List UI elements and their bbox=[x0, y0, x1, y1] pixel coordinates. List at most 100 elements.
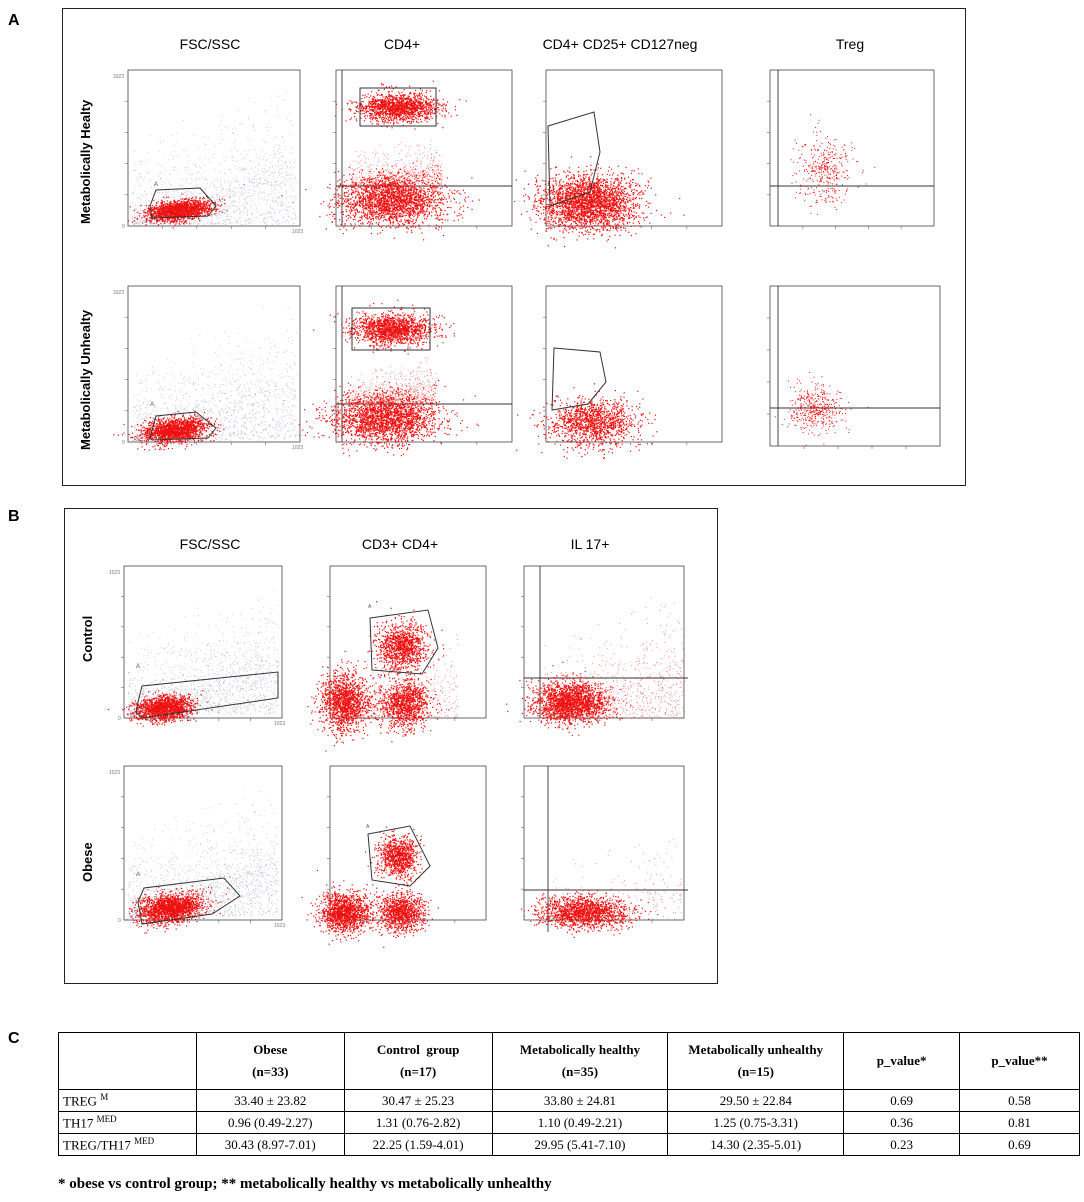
plot-frame bbox=[123, 565, 283, 719]
panel-b-col-cd3cd4: CD3+ CD4+ bbox=[320, 536, 480, 552]
stats-header-control: Control group (n=17) bbox=[343, 1032, 493, 1090]
gate-label: A bbox=[150, 402, 154, 408]
gate-polygon bbox=[149, 411, 217, 441]
panel-a-unhealthy-treg-plot bbox=[754, 282, 948, 458]
panel-a-unhealthy-fsc-plot: 1023 0 1023 A bbox=[112, 282, 308, 454]
event-cloud bbox=[335, 80, 467, 130]
stats-header-healthy: Metabolically healthy (n=35) bbox=[491, 1032, 669, 1090]
sparse-events bbox=[350, 357, 437, 405]
panel-b-control-fsc-plot: 1023 0 1023 A bbox=[107, 562, 290, 730]
stats-header-obese: Obese (n=33) bbox=[195, 1032, 345, 1090]
axis-zero-label: 0 bbox=[122, 224, 125, 230]
gate-polygon bbox=[367, 825, 431, 887]
table-cell: 0.69 bbox=[959, 1133, 1080, 1156]
axis-max-label: 1023 bbox=[113, 290, 124, 296]
panel-a-healthy-treg-plot bbox=[754, 66, 942, 238]
gate-polygon bbox=[149, 187, 217, 219]
table-cell: 0.96 (0.49-2.27) bbox=[195, 1111, 345, 1134]
panel-b-row-obese: Obese bbox=[80, 842, 95, 882]
table-cell: 0.69 bbox=[843, 1089, 961, 1112]
sparse-events bbox=[128, 789, 279, 917]
panel-b-control-il17-plot bbox=[506, 562, 692, 736]
stats-table: Obese (n=33) Control group (n=17) Metaboli… bbox=[58, 1032, 1080, 1156]
event-cloud bbox=[127, 193, 228, 229]
gate-polygon bbox=[547, 111, 601, 207]
gate-rect bbox=[351, 307, 431, 351]
axis-zero-label: 0 bbox=[118, 716, 121, 722]
table-footnote: * obese vs control group; ** metabolical… bbox=[58, 1176, 552, 1193]
panel-b-obese-il17-plot bbox=[512, 762, 692, 938]
panel-a-col-cd4: CD4+ bbox=[322, 36, 482, 52]
plot-frame bbox=[769, 69, 935, 227]
plot-frame bbox=[523, 565, 685, 719]
plot-frame bbox=[123, 765, 283, 921]
table-cell: 29.95 (5.41-7.10) bbox=[491, 1133, 669, 1156]
panel-a-row-healthy: Metabolically Healty bbox=[78, 100, 93, 224]
table-cell: 33.40 ± 23.82 bbox=[195, 1089, 345, 1112]
sparse-events bbox=[350, 140, 443, 187]
table-cell: 0.23 bbox=[843, 1133, 961, 1156]
table-cell: 0.36 bbox=[843, 1111, 961, 1134]
row-label-treg-th17: TREG/TH17 MED bbox=[58, 1133, 197, 1156]
plot-frame bbox=[127, 285, 301, 443]
axis-max-label: 1023 bbox=[109, 770, 120, 776]
panel-b-frame bbox=[64, 508, 718, 984]
event-cloud bbox=[365, 826, 425, 889]
gate-label: A bbox=[154, 182, 158, 188]
table-row: TH17 MED 0.96 (0.49-2.27) 1.31 (0.76-2.8… bbox=[58, 1111, 1080, 1134]
table-row: TREG M 33.40 ± 23.82 30.47 ± 25.23 33.80… bbox=[58, 1089, 1080, 1112]
sparse-events bbox=[334, 634, 459, 719]
row-label-treg: TREG M bbox=[58, 1089, 197, 1112]
event-cloud bbox=[364, 601, 445, 685]
table-cell: 30.47 ± 25.23 bbox=[343, 1089, 493, 1112]
row-label-th17: TH17 MED bbox=[58, 1111, 197, 1134]
sparse-events bbox=[132, 307, 297, 441]
axis-max-label: 1023 bbox=[292, 229, 303, 235]
gate-label: A bbox=[368, 604, 372, 610]
panel-a-unhealthy-cd4-plot bbox=[298, 282, 520, 457]
plot-frame bbox=[335, 69, 513, 227]
table-cell: 0.58 bbox=[959, 1089, 1080, 1112]
gate-label: A bbox=[136, 872, 140, 878]
plot-frame bbox=[127, 69, 301, 227]
sparse-events bbox=[128, 589, 279, 715]
panel-a-col-fsc: FSC/SSC bbox=[130, 36, 290, 52]
axis-max-label: 1023 bbox=[274, 721, 285, 727]
panel-a-row-unhealthy: Metabolically Unhealty bbox=[78, 310, 93, 450]
table-row: TREG/TH17 MED 30.43 (8.97-7.01) 22.25 (1… bbox=[58, 1133, 1080, 1156]
panel-a-letter: A bbox=[8, 12, 20, 30]
plot-frame bbox=[545, 69, 723, 227]
table-cell: 0.81 bbox=[959, 1111, 1080, 1134]
gate-polygon bbox=[135, 671, 279, 719]
gate-polygon bbox=[551, 347, 607, 411]
panel-a-unhealthy-cd25-plot bbox=[516, 282, 730, 460]
stats-header-row: Obese (n=33) Control group (n=17) Metaboli… bbox=[58, 1032, 1080, 1090]
table-cell: 22.25 (1.59-4.01) bbox=[343, 1133, 493, 1156]
table-cell: 14.30 (2.35-5.01) bbox=[667, 1133, 845, 1156]
plot-frame bbox=[769, 285, 941, 447]
event-cloud bbox=[281, 162, 480, 241]
event-cloud bbox=[107, 690, 213, 727]
panel-b-obese-fsc-plot: 1023 0 1023 A bbox=[109, 762, 290, 934]
plot-frame bbox=[545, 285, 723, 443]
panel-a-healthy-cd25-plot bbox=[514, 66, 730, 249]
axis-max-label: 1023 bbox=[113, 74, 124, 80]
event-cloud bbox=[506, 661, 632, 736]
panel-b-row-control: Control bbox=[80, 616, 95, 662]
event-cloud bbox=[366, 659, 450, 743]
event-cloud bbox=[774, 372, 869, 446]
axis-max-label: 1023 bbox=[109, 570, 120, 576]
panel-b-obese-cd3cd4-plot: A bbox=[301, 762, 494, 948]
plot-frame bbox=[329, 765, 487, 921]
event-cloud bbox=[790, 114, 876, 215]
event-cloud bbox=[298, 379, 479, 457]
panel-a-col-treg: Treg bbox=[770, 36, 930, 52]
table-cell: 1.10 (0.49-2.21) bbox=[491, 1111, 669, 1134]
panel-b-control-cd3cd4-plot: A bbox=[307, 562, 494, 752]
panel-a-col-cd25: CD4+ CD25+ CD127neg bbox=[520, 36, 720, 52]
panel-a-healthy-fsc-plot: 1023 0 1023 A bbox=[112, 66, 308, 238]
table-cell: 1.31 (0.76-2.82) bbox=[343, 1111, 493, 1134]
stats-header-pvalue1: p_value* bbox=[843, 1032, 961, 1090]
table-cell: 29.50 ± 22.84 bbox=[667, 1089, 845, 1112]
event-cloud bbox=[301, 869, 383, 945]
